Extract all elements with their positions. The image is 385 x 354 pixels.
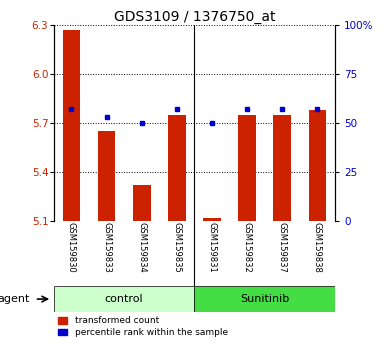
Text: Sunitinib: Sunitinib <box>240 294 289 304</box>
Legend: transformed count, percentile rank within the sample: transformed count, percentile rank withi… <box>59 316 228 337</box>
Title: GDS3109 / 1376750_at: GDS3109 / 1376750_at <box>114 10 275 24</box>
Text: GSM159837: GSM159837 <box>278 222 287 273</box>
Bar <box>133 185 151 221</box>
Bar <box>168 115 186 221</box>
Text: control: control <box>105 294 144 304</box>
Bar <box>194 286 335 312</box>
Text: GSM159833: GSM159833 <box>102 222 111 273</box>
Text: agent: agent <box>0 294 29 304</box>
Bar <box>273 115 291 221</box>
Text: GSM159835: GSM159835 <box>172 222 181 273</box>
Text: GSM159832: GSM159832 <box>243 222 252 273</box>
Bar <box>98 131 116 221</box>
Bar <box>238 115 256 221</box>
Text: GSM159831: GSM159831 <box>208 222 216 273</box>
Text: GSM159830: GSM159830 <box>67 222 76 273</box>
Text: GSM159838: GSM159838 <box>313 222 322 273</box>
Bar <box>309 110 326 221</box>
Text: GSM159834: GSM159834 <box>137 222 146 273</box>
Bar <box>203 218 221 221</box>
Bar <box>54 286 194 312</box>
Bar <box>63 30 80 221</box>
